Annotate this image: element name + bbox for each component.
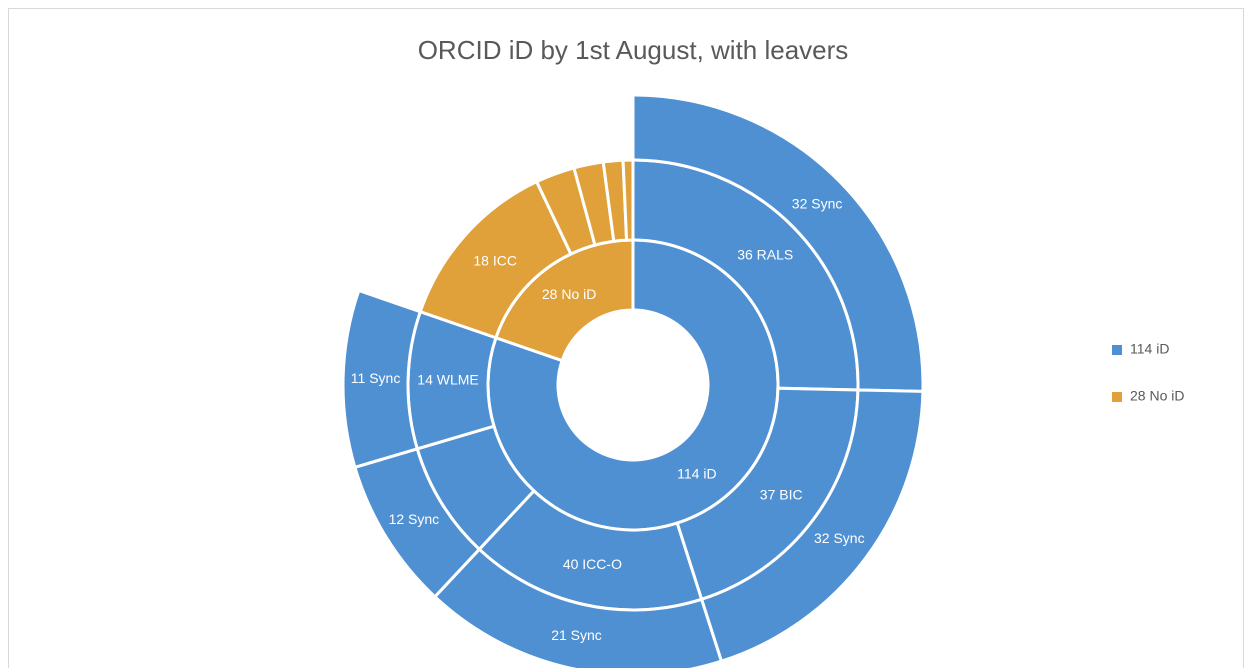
segment-label: 37 BIC [760,486,803,502]
segment-label: 21 Sync [551,627,602,643]
chart-title: ORCID iD by 1st August, with leavers [418,35,849,65]
legend-label: 114 iD [1130,341,1169,357]
segment-label: 12 Sync [389,511,440,527]
segment-label: 32 Sync [814,530,865,546]
segment-label: 11 Sync [351,370,401,386]
segment-label: 36 RALS [737,246,793,262]
legend-swatch [1112,345,1122,355]
sunburst-segment [621,158,635,242]
legend-label: 28 No iD [1130,388,1184,404]
segment-label: 40 ICC-O [563,556,622,572]
sunburst-segment [341,288,423,470]
segment-label: 28 No iD [542,286,596,302]
segment-label: 32 Sync [792,196,843,212]
segment-label: 14 WLME [417,372,478,388]
legend-swatch [1112,392,1122,402]
segment-label: 114 iD [677,465,716,481]
segment-label: 18 ICC [473,252,517,268]
